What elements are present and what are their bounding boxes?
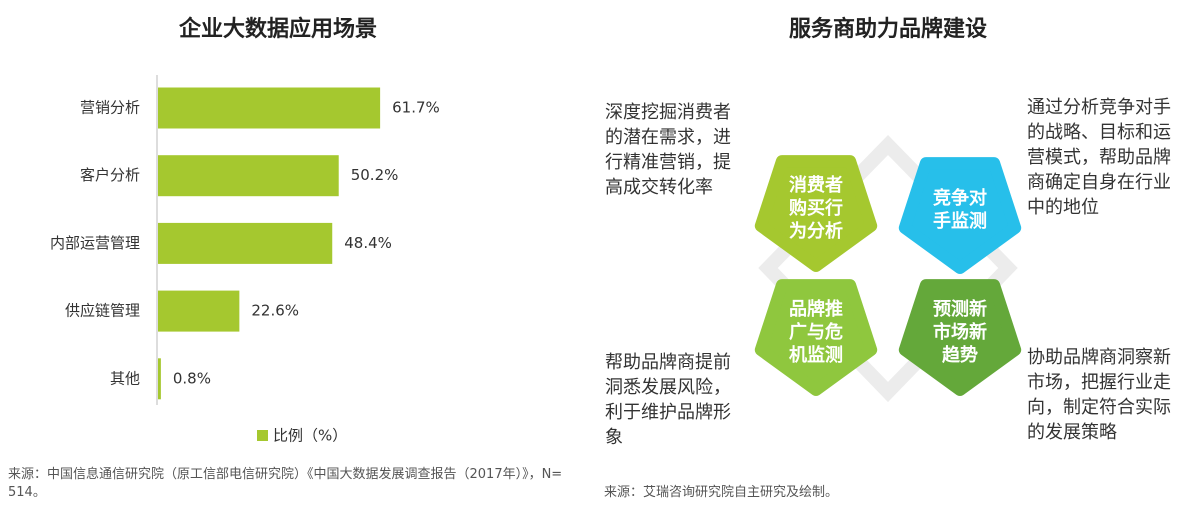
node-label: 品牌推广与危机监测 bbox=[789, 298, 843, 366]
legend-label: 比例（%） bbox=[273, 427, 347, 445]
category-label: 其他 bbox=[110, 369, 140, 387]
source: 来源：艾瑞咨询研究院自主研究及绘制。 bbox=[604, 485, 839, 500]
bar bbox=[158, 155, 339, 197]
value-label: 0.8% bbox=[173, 369, 211, 387]
node-description: 深度挖掘消费者的潜在需求，进行精准营销，提高成交转化率 bbox=[605, 102, 731, 198]
node-label: 竞争对手监测 bbox=[933, 188, 987, 232]
category-label: 内部运营管理 bbox=[50, 234, 140, 252]
node-label: 预测新市场新趋势 bbox=[933, 298, 987, 366]
node-label: 消费者购买行为分析 bbox=[789, 174, 843, 242]
category-label: 客户分析 bbox=[80, 166, 140, 184]
node-description: 帮助品牌商提前洞悉发展风险，利于维护品牌形象 bbox=[605, 352, 731, 448]
node-shape bbox=[898, 157, 1022, 274]
value-label: 61.7% bbox=[392, 99, 440, 117]
bar bbox=[158, 358, 161, 400]
bar bbox=[158, 222, 333, 264]
node-description: 通过分析竞争对手的战略、目标和运营模式，帮助品牌商确定自身在行业中的地位 bbox=[1027, 97, 1171, 218]
node-shape bbox=[754, 155, 878, 272]
node-description: 协助品牌商洞察新市场，把握行业走向，制定符合实际的发展策略 bbox=[1027, 347, 1171, 443]
source: 来源：中国信息通信研究院（原工信部电信研究院）《中国大数据发展调查报告（2017… bbox=[8, 467, 563, 500]
value-label: 22.6% bbox=[251, 302, 299, 320]
value-label: 48.4% bbox=[344, 234, 392, 252]
category-label: 营销分析 bbox=[80, 99, 140, 117]
bar bbox=[158, 290, 240, 332]
chart-title: 企业大数据应用场景 bbox=[178, 16, 377, 42]
node-shape bbox=[754, 279, 878, 396]
diagram-title: 服务商助力品牌建设 bbox=[789, 16, 987, 42]
value-label: 50.2% bbox=[351, 166, 399, 184]
category-label: 供应链管理 bbox=[65, 302, 140, 320]
legend-swatch bbox=[257, 430, 268, 441]
bar bbox=[158, 87, 381, 129]
node-shape bbox=[898, 279, 1022, 396]
